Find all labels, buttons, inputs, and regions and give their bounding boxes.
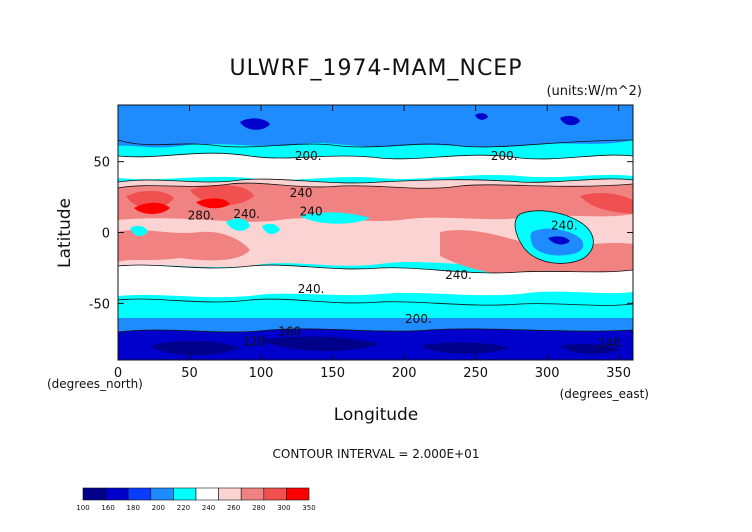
colorbar-swatch (240, 487, 265, 501)
contour-label: 240. (298, 282, 325, 296)
contour-labels: 200. 200. 240 280. 240. 240 240. 240. 240. 200. 16… (188, 149, 625, 350)
colorbar-level-label: 300 (277, 504, 290, 512)
contour-label: 240 (300, 204, 323, 218)
colorbar-level-label: 160 (101, 504, 114, 512)
contour-label: 240. (445, 268, 472, 282)
contour-label: 240 (290, 186, 313, 200)
contour-label: 140. (598, 336, 625, 350)
x-tick-label: 50 (181, 366, 198, 381)
contour-label: 200. (295, 149, 322, 163)
x-tick-label: 100 (249, 366, 274, 381)
y-unit-label: (degrees_north) (47, 377, 143, 391)
y-tick-label: 50 (93, 156, 110, 171)
y-tick-label: 0 (102, 227, 110, 242)
colorbar-swatch (195, 487, 219, 501)
y-tick-label: -50 (89, 297, 110, 312)
colorbar-level-label: 280 (252, 504, 265, 512)
x-tick-label: 350 (606, 366, 631, 381)
y-axis-ticks: 50 0 -50 (89, 156, 633, 312)
x-unit-label: (degrees_east) (560, 387, 649, 401)
contour-field (118, 105, 633, 360)
colorbar-level-label: 200 (152, 504, 165, 512)
colorbar-swatch (263, 487, 287, 501)
colorbar: 100 160 180 200 220 240 260 280 300 350 (76, 487, 316, 512)
contour-label: 280. (188, 209, 215, 223)
colorbar-level-label: 100 (76, 504, 89, 512)
x-tick-label: 150 (320, 366, 345, 381)
contour-label: 240. (551, 218, 578, 232)
contour-interval-note: CONTOUR INTERVAL = 2.000E+01 (273, 447, 480, 461)
colorbar-level-label: 240 (202, 504, 215, 512)
units-label: (units:W/m^2) (546, 84, 642, 99)
x-tick-label: 0 (114, 366, 122, 381)
colorbar-level-label: 220 (177, 504, 190, 512)
x-tick-label: 250 (463, 366, 488, 381)
colorbar-swatch (173, 487, 197, 501)
x-tick-label: 200 (392, 366, 417, 381)
colorbar-swatch (82, 487, 106, 501)
x-axis-label: Longitude (334, 405, 419, 425)
colorbar-swatch (286, 487, 310, 501)
contour-label: 200. (405, 312, 432, 326)
colorbar-level-label: 260 (227, 504, 240, 512)
colorbar-swatch (150, 487, 174, 501)
contour-label: 200. (491, 149, 518, 163)
colorbar-swatch (218, 487, 242, 501)
colorbar-level-label: 350 (302, 504, 315, 512)
x-axis-ticks: 0 50 100 150 200 250 300 350 (114, 105, 631, 381)
contour-label: 160 (278, 325, 301, 339)
colorbar-level-label: 180 (127, 504, 140, 512)
y-axis-label: Latitude (55, 198, 75, 268)
contour-label: 120 (242, 335, 265, 349)
chart-title: ULWRF_1974-MAM_NCEP (230, 56, 523, 81)
contour-label: 240. (233, 207, 260, 221)
colorbar-swatch (127, 487, 152, 501)
colorbar-swatch (105, 487, 129, 501)
x-tick-label: 300 (535, 366, 560, 381)
